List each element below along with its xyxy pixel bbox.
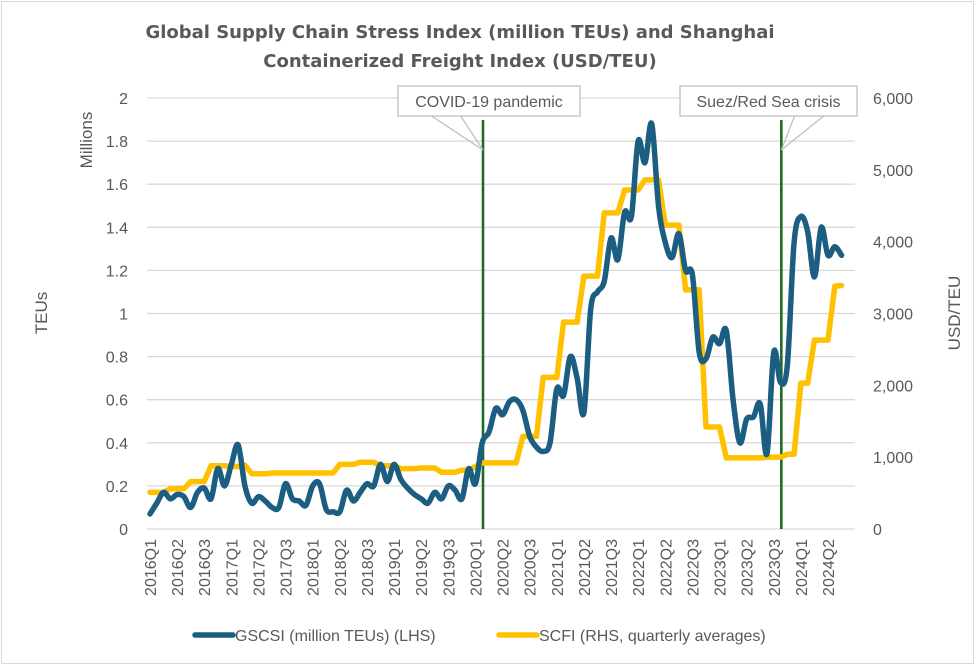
left-axis-unit-label: Millions	[77, 112, 96, 169]
left-tick-label: 0.6	[106, 393, 128, 410]
right-tick-label: 4,000	[873, 235, 913, 252]
x-tick-label: 2016Q2	[170, 539, 187, 596]
chart-title-line-1: Global Supply Chain Stress Index (millio…	[145, 22, 774, 43]
x-tick-label: 2023Q1	[713, 539, 730, 596]
x-tick-label: 2021Q1	[550, 539, 567, 596]
x-tick-label: 2016Q1	[143, 539, 160, 596]
x-tick-label: 2023Q2	[740, 539, 757, 596]
left-tick-label: 1.2	[106, 263, 128, 280]
x-tick-label: 2019Q1	[387, 539, 404, 596]
x-tick-label: 2017Q1	[224, 539, 241, 596]
x-tick-label: 2019Q3	[441, 539, 458, 596]
x-tick-label: 2022Q1	[631, 539, 648, 596]
x-axis-ticks: 2016Q1 2016Q2 2016Q3 2017Q1 2017Q2 2017Q3 2018…	[143, 539, 838, 596]
right-axis-title: USD/TEU	[945, 276, 964, 351]
x-tick-label: 2022Q2	[658, 539, 675, 596]
annotation-callout-pointer	[780, 114, 826, 151]
left-tick-label: 1.8	[106, 134, 128, 151]
legend: GSCSI (million TEUs) (LHS) SCFI (RHS, qua…	[192, 628, 766, 645]
right-axis-ticks: 0 1,000 2,000 3,000 4,000 5,000 6,000	[873, 91, 913, 539]
annotation-callout-box	[397, 85, 581, 117]
left-tick-label: 0.8	[106, 350, 128, 367]
right-tick-label: 3,000	[873, 307, 913, 324]
right-tick-label: 5,000	[873, 163, 913, 180]
x-tick-label: 2021Q3	[604, 539, 621, 596]
annotations: COVID-19 pandemic Suez/Red Sea crisis	[397, 85, 858, 151]
annotation-callout-pointer	[429, 114, 484, 151]
x-tick-label: 2020Q3	[523, 539, 540, 596]
left-axis-ticks: 0 0.2 0.4 0.6 0.8 1 1.2 1.4 1.6 1.8 2	[106, 91, 128, 539]
x-tick-label: 2021Q2	[577, 539, 594, 596]
right-tick-label: 6,000	[873, 91, 913, 108]
left-tick-label: 1.6	[106, 177, 128, 194]
gscsi-line	[147, 120, 845, 517]
legend-label-scfi: SCFI (RHS, quarterly averages)	[539, 628, 766, 645]
x-tick-label: 2018Q2	[333, 539, 350, 596]
x-tick-label: 2024Q2	[821, 539, 838, 596]
gridlines	[147, 97, 855, 530]
legend-label-gscsi: GSCSI (million TEUs) (LHS)	[235, 628, 436, 645]
left-tick-label: 0.2	[106, 479, 128, 496]
right-tick-label: 1,000	[873, 450, 913, 467]
annotation-label: COVID-19 pandemic	[415, 94, 563, 111]
series-lines	[147, 120, 845, 517]
right-tick-label: 0	[873, 522, 882, 539]
left-tick-label: 0.4	[106, 436, 128, 453]
chart-title: Global Supply Chain Stress Index (millio…	[145, 22, 774, 72]
left-tick-label: 0	[119, 522, 128, 539]
left-tick-label: 2	[119, 91, 128, 108]
x-tick-label: 2017Q2	[251, 539, 268, 596]
x-tick-label: 2018Q3	[360, 539, 377, 596]
annotation-label: Suez/Red Sea crisis	[696, 94, 840, 111]
x-tick-label: 2016Q3	[197, 539, 214, 596]
annotation-callout-box	[679, 85, 858, 117]
x-tick-label: 2022Q3	[685, 539, 702, 596]
x-tick-label: 2024Q1	[794, 539, 811, 596]
x-tick-label: 2017Q3	[279, 539, 296, 596]
right-tick-label: 2,000	[873, 378, 913, 395]
x-tick-label: 2020Q2	[496, 539, 513, 596]
x-tick-label: 2023Q3	[767, 539, 784, 596]
x-tick-label: 2018Q1	[306, 539, 323, 596]
x-tick-label: 2020Q1	[468, 539, 485, 596]
left-tick-label: 1.4	[106, 220, 128, 237]
left-axis-title: TEUs	[32, 292, 51, 335]
x-tick-label: 2019Q2	[414, 539, 431, 596]
left-tick-label: 1	[119, 307, 128, 324]
scfi-line	[147, 177, 845, 496]
chart-title-line-2: Containerized Freight Index (USD/TEU)	[263, 51, 656, 72]
